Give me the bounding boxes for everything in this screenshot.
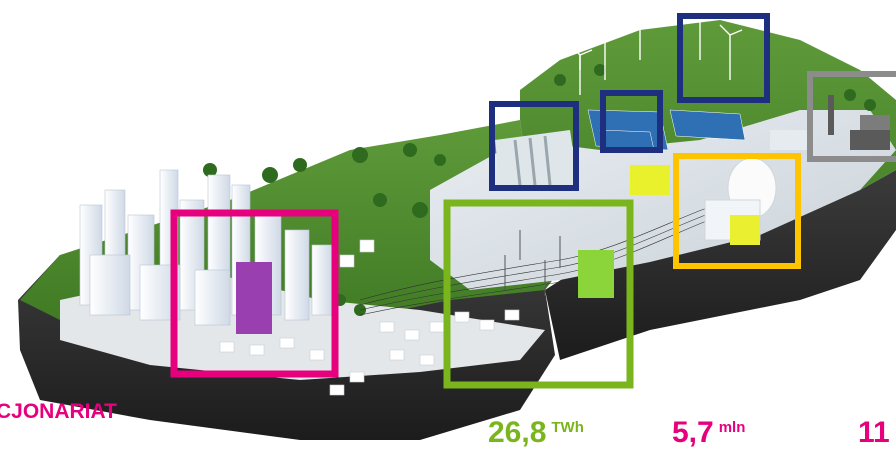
pylons <box>504 230 561 296</box>
highlight-frame-mining <box>807 71 896 162</box>
customers-unit: mln <box>718 419 746 436</box>
partial-value: 11 <box>858 416 890 449</box>
energy-unit: TWh <box>551 419 584 436</box>
shareholding-label: CJONARIAT <box>0 400 117 423</box>
solar-panels <box>587 109 746 151</box>
partial-figure: 11 <box>858 418 890 448</box>
highlight-frame-city <box>170 209 339 378</box>
highlight-frame-generation <box>673 153 801 269</box>
hydro-dam <box>495 130 578 188</box>
energy-figure: 26,8 TWh <box>488 418 584 448</box>
wind-turbines <box>569 2 743 95</box>
highlight-frame-distribution <box>443 199 634 389</box>
energy-value: 26,8 <box>488 416 547 449</box>
highlight-frame-hydro <box>489 101 579 191</box>
highlight-frame-wind <box>677 13 770 103</box>
industrial-site <box>828 95 890 150</box>
purple-building <box>236 262 272 334</box>
houses <box>219 239 520 396</box>
customers-value: 5,7 <box>672 416 714 449</box>
customers-figure: 5,7 mln <box>672 418 745 448</box>
trees <box>203 64 876 316</box>
highlight-frame-solar <box>600 90 663 153</box>
substation <box>578 250 614 298</box>
